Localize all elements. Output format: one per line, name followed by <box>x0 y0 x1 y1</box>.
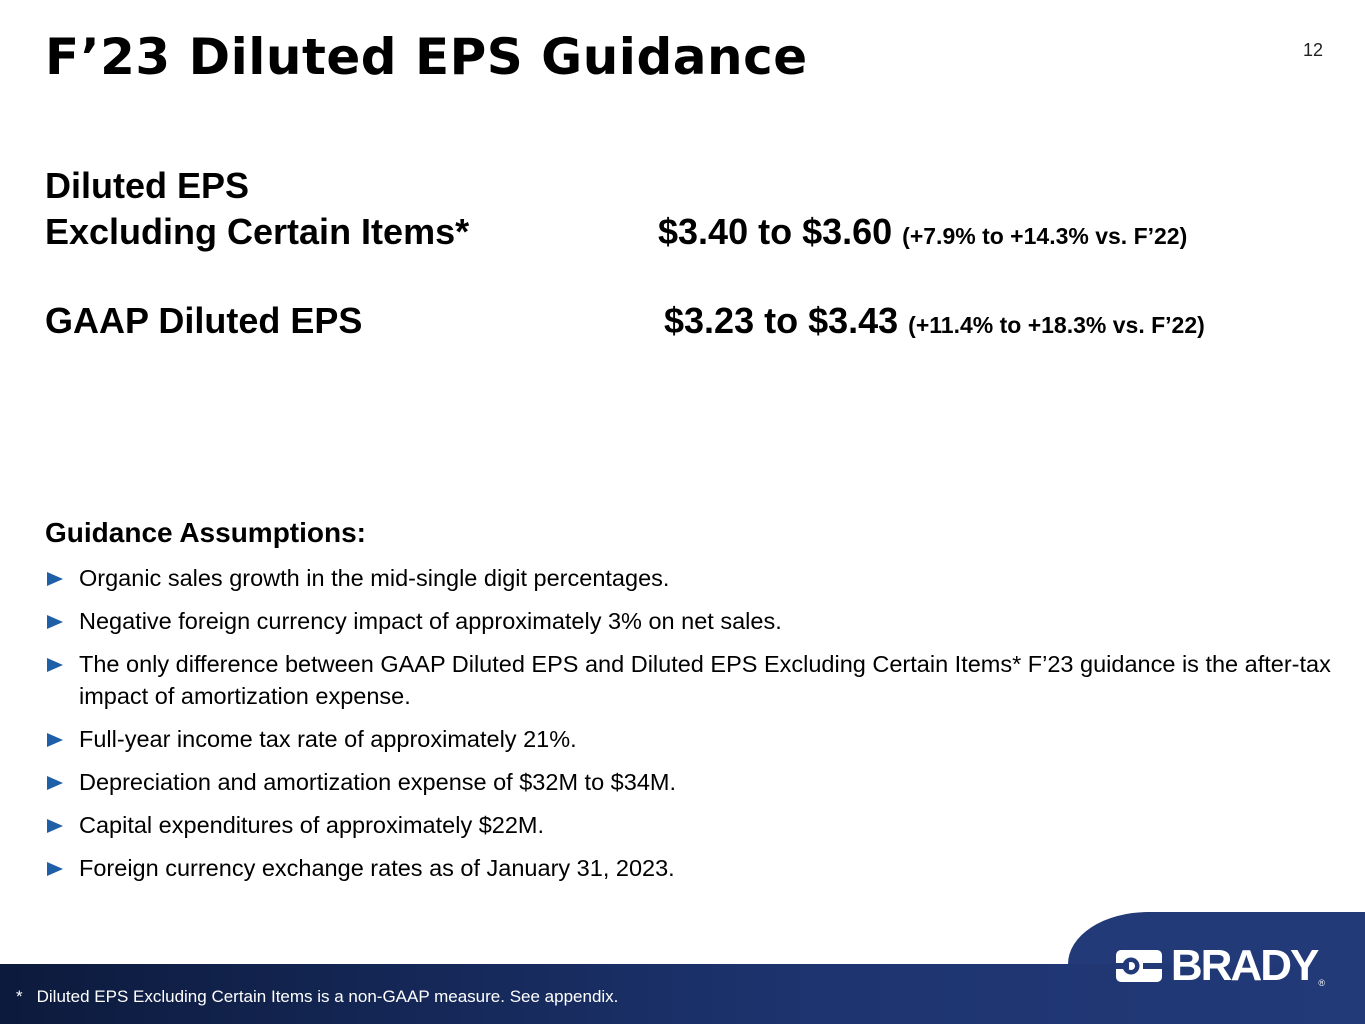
brady-logo: BRADY ® <box>1114 941 1325 990</box>
adjusted-eps-row: Diluted EPS Excluding Certain Items* $3.… <box>45 163 1187 255</box>
list-item: Foreign currency exchange rates as of Ja… <box>45 852 1335 884</box>
gaap-eps-change: (+11.4% to +18.3% vs. F’22) <box>908 312 1205 338</box>
assumptions-list: Organic sales growth in the mid-single d… <box>45 562 1335 895</box>
list-item: Full-year income tax rate of approximate… <box>45 723 1335 755</box>
footnote-asterisk: * <box>16 987 23 1006</box>
footer-note: * Diluted EPS Excluding Certain Items is … <box>16 987 618 1007</box>
triangle-right-icon <box>47 572 63 586</box>
list-item: Depreciation and amortization expense of… <box>45 766 1335 798</box>
brady-logo-text: BRADY <box>1170 941 1319 990</box>
triangle-right-icon <box>47 776 63 790</box>
adjusted-eps-label-line2: Excluding Certain Items* <box>45 211 470 252</box>
adjusted-eps-range: $3.40 to $3.60 (+7.9% to +14.3% vs. F’22) <box>658 209 1187 259</box>
page-number: 12 <box>1302 40 1323 60</box>
adjusted-eps-value: $3.40 to $3.60 <box>658 211 893 252</box>
gaap-eps-value: $3.23 to $3.43 <box>664 300 899 341</box>
adjusted-eps-label-line1: Diluted EPS <box>45 165 250 206</box>
triangle-right-icon <box>47 658 63 672</box>
gaap-eps-range: $3.23 to $3.43 (+11.4% to +18.3% vs. F’22… <box>664 298 1205 348</box>
list-item: The only difference between GAAP Diluted… <box>45 648 1335 712</box>
gaap-eps-row: GAAP Diluted EPS $3.23 to $3.43 (+11.4% t… <box>45 298 1205 344</box>
list-item: Negative foreign currency impact of appr… <box>45 605 1335 637</box>
brady-logo-icon <box>1114 950 1163 982</box>
triangle-right-icon <box>47 862 63 876</box>
list-item: Capital expenditures of approximately $2… <box>45 809 1335 841</box>
assumptions-heading: Guidance Assumptions: <box>45 517 367 548</box>
registered-mark: ® <box>1318 978 1325 988</box>
triangle-right-icon <box>47 615 63 629</box>
adjusted-eps-change: (+7.9% to +14.3% vs. F’22) <box>902 223 1188 249</box>
gaap-eps-label: GAAP Diluted EPS <box>45 300 363 341</box>
list-item: Organic sales growth in the mid-single d… <box>45 562 1335 594</box>
footnote-text: Diluted EPS Excluding Certain Items is a… <box>36 987 619 1006</box>
triangle-right-icon <box>47 819 63 833</box>
slide-title: F’23 Diluted EPS Guidance <box>45 28 808 86</box>
triangle-right-icon <box>47 733 63 747</box>
